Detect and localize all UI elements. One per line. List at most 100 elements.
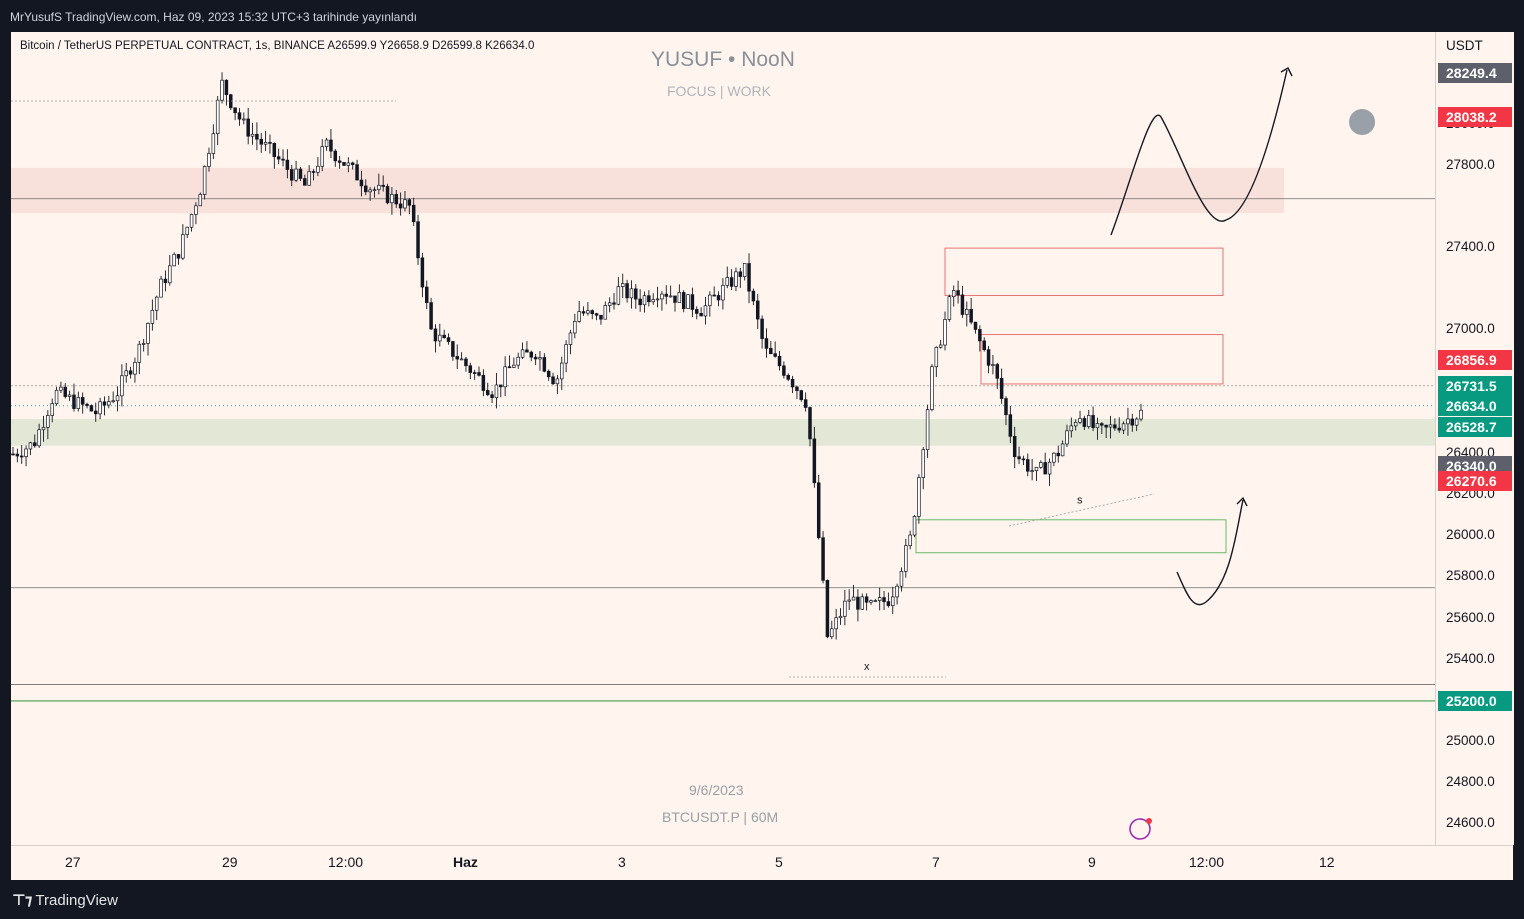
- candle-body: [464, 358, 468, 367]
- candle-body: [1078, 418, 1082, 423]
- candle-body: [24, 448, 28, 457]
- candle-body: [303, 178, 307, 186]
- candle-body: [33, 442, 37, 447]
- zone-green-outline: [915, 519, 1227, 554]
- candle-body: [934, 346, 939, 368]
- candle-body: [577, 311, 581, 322]
- candle-body: [651, 299, 655, 303]
- candle-body: [67, 394, 72, 397]
- candle-body: [215, 99, 220, 135]
- candle-body: [451, 341, 455, 357]
- candle-body: [677, 292, 682, 303]
- candle-body: [102, 401, 107, 406]
- candle-body: [603, 305, 608, 320]
- candle-body: [80, 397, 85, 405]
- price-axis[interactable]: USDT 28000.027800.027400.027000.026400.0…: [1435, 32, 1514, 845]
- candle-body: [250, 133, 255, 137]
- candle-body: [398, 203, 403, 209]
- candle-body: [154, 296, 159, 311]
- candle-body: [525, 349, 529, 353]
- candle-body: [708, 294, 712, 307]
- candle-body: [141, 343, 146, 345]
- candle-body: [760, 318, 764, 339]
- candle-body: [995, 364, 1000, 379]
- candle-body: [886, 601, 891, 606]
- candle-body: [128, 370, 133, 375]
- candle-body: [599, 314, 603, 320]
- candle-body: [359, 179, 364, 187]
- candle-body: [951, 290, 956, 298]
- candle-body: [403, 199, 407, 209]
- candle-body: [181, 234, 185, 259]
- candle-body: [834, 617, 838, 630]
- candle-body: [1056, 452, 1061, 457]
- candle-body: [625, 283, 629, 299]
- projection-drawing: [1176, 499, 1244, 606]
- candle-body: [690, 294, 695, 310]
- candle-body: [320, 146, 324, 167]
- candle-body: [612, 302, 616, 305]
- price-tag: 26731.5: [1438, 375, 1512, 396]
- candle-body: [755, 300, 760, 320]
- candle-body: [647, 295, 651, 303]
- candle-body: [76, 397, 81, 409]
- candle-body: [699, 313, 703, 317]
- brand[interactable]: ⊤⁊ TradingView: [12, 891, 118, 909]
- price-tag: 26634.0: [1438, 395, 1512, 416]
- candle-body: [877, 597, 882, 601]
- candle-body: [85, 403, 89, 406]
- candle-body: [590, 310, 594, 314]
- price-tag: 28249.4: [1438, 63, 1512, 84]
- candle-body: [921, 449, 925, 478]
- candle-body: [668, 295, 673, 298]
- candle-body: [1117, 427, 1121, 431]
- time-tick-label: 9: [1088, 854, 1096, 870]
- candle-body: [446, 337, 451, 342]
- candle-body: [808, 407, 812, 440]
- candle-body: [560, 362, 564, 380]
- candle-body: [163, 278, 168, 284]
- projection-drawing: [1110, 69, 1288, 236]
- candle-body: [364, 185, 368, 193]
- price-tick-label: 25800.0: [1446, 568, 1495, 584]
- candle-body: [1108, 424, 1113, 428]
- price-tag: 26528.7: [1438, 417, 1512, 438]
- candle-body: [1043, 462, 1047, 475]
- candle-body: [634, 288, 638, 300]
- candle-body: [342, 162, 346, 166]
- candle-body: [294, 168, 298, 181]
- candle-body: [1021, 458, 1026, 461]
- candle-body: [11, 453, 15, 456]
- candle-body: [516, 356, 520, 366]
- candle-body: [224, 79, 229, 96]
- candle-body: [424, 286, 429, 303]
- candle-body: [207, 153, 211, 167]
- zone-red-shaded: [11, 167, 1284, 214]
- candle-body: [346, 162, 351, 166]
- candle-body: [333, 150, 338, 162]
- candle-body: [969, 309, 973, 323]
- candle-body: [1030, 470, 1034, 472]
- candle-body: [847, 599, 851, 602]
- candle-body: [438, 334, 442, 342]
- candle-body: [616, 286, 621, 305]
- candle-body: [146, 323, 150, 344]
- candle-body: [459, 358, 464, 361]
- candle-body: [512, 364, 516, 368]
- arrow-head: [1280, 67, 1293, 77]
- candle-body: [790, 378, 795, 388]
- candle-body: [211, 133, 216, 154]
- candle-body: [586, 310, 590, 314]
- candle-body: [150, 309, 155, 324]
- candle-body: [716, 295, 721, 301]
- top-bar: MrYusufS TradingView.com, Haz 09, 2023 1…: [0, 0, 1524, 32]
- candle-body: [529, 351, 534, 358]
- candle-body: [507, 366, 512, 369]
- candle-body: [172, 254, 176, 267]
- time-axis[interactable]: 27 29 12:00 Haz 3 5 7 9 12:00 12: [11, 845, 1513, 880]
- candle-body: [433, 328, 438, 342]
- candle-body: [856, 596, 860, 610]
- candle-body: [272, 142, 277, 158]
- bottom-bar: ⊤⁊ TradingView: [0, 880, 1524, 919]
